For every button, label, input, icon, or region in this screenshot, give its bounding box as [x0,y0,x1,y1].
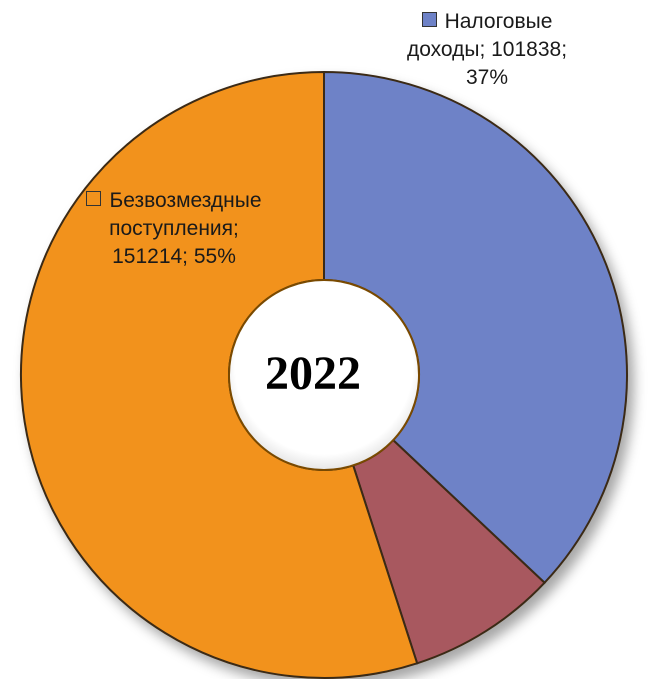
legend-swatch-tax [421,12,437,27]
donut-hole [228,279,420,471]
data-label-tax-line-1: Налоговые [372,8,602,36]
data-label-grants-line-1: Безвозмездные [54,187,294,215]
data-label-tax-line-3: 37% [465,66,509,89]
data-label-grants-line-3: 151214; 55% [112,245,236,268]
data-label-grants-line-2: поступления; [109,217,239,240]
donut-slices [20,70,628,679]
data-label-tax-income: Налоговые доходы; 101838; 37% [372,8,602,92]
data-label-tax-line-2: доходы; 101838; [406,38,568,61]
chart-title: 2022 [265,347,361,400]
legend-swatch-grants [86,191,102,206]
data-label-grants: Безвозмездные поступления; 151214; 55% [54,187,294,271]
